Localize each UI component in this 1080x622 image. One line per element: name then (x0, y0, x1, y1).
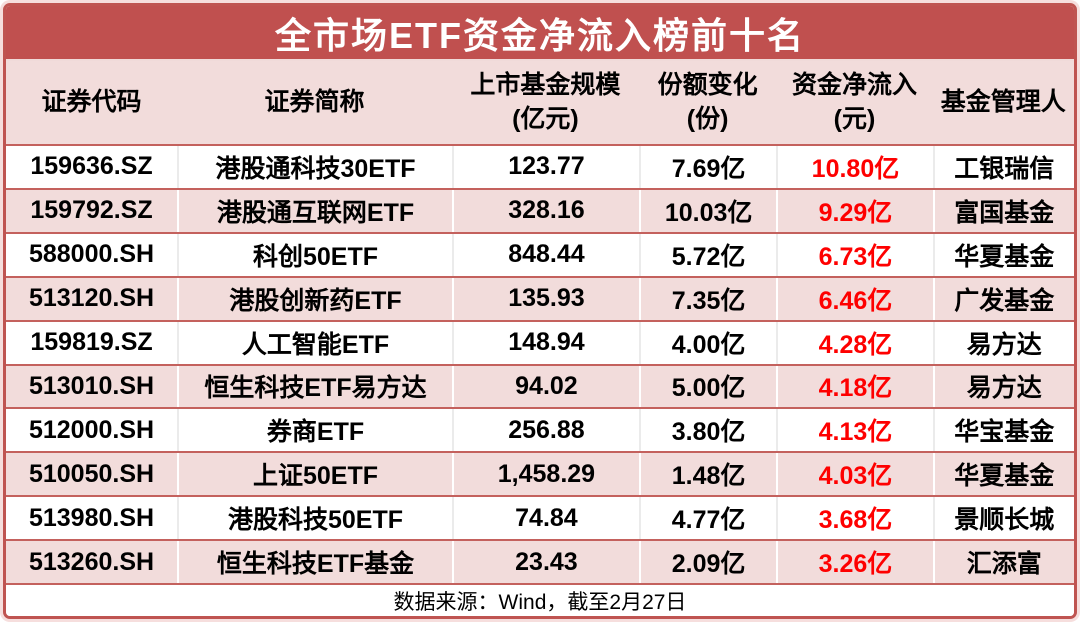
cell-net-inflow: 6.73亿 (776, 233, 932, 276)
cell-share-change: 7.69亿 (638, 146, 776, 188)
cell-fund-scale: 74.84 (451, 497, 639, 540)
table-row: 159819.SZ 人工智能ETF 148.94 4.00亿 4.28亿 易方达 (6, 321, 1074, 366)
column-header-unit: (元) (833, 104, 876, 133)
cell-fund-manager: 华夏基金 (932, 233, 1074, 276)
cell-security-code: 513260.SH (28, 547, 155, 576)
page-title: 全市场ETF资金净流入榜前十名 (6, 6, 1074, 61)
cell-security-code: 512000.SH (28, 415, 155, 444)
column-header-label: 上市基金规模 (470, 70, 621, 99)
table-frame: 全市场ETF资金净流入榜前十名 证券代码 证券简称 上市基金规模 (亿元) 份额变… (3, 3, 1077, 619)
cell-share-change: 2.09亿 (638, 541, 776, 584)
cell-security-code: 513980.SH (28, 503, 155, 532)
cell-fund-scale: 148.94 (451, 321, 639, 364)
cell-net-inflow: 6.46亿 (776, 277, 932, 320)
table-header-row: 证券代码 证券简称 上市基金规模 (亿元) 份额变化 (份) 资金净流入 (元) 基金… (6, 61, 1074, 146)
table-body: 159636.SZ 港股通科技30ETF 123.77 7.69亿 10.80亿 工银瑞信… (6, 146, 1074, 586)
table-row: 159636.SZ 港股通科技30ETF 123.77 7.69亿 10.80亿 工银瑞信 (6, 146, 1074, 190)
cell-share-change: 4.77亿 (638, 497, 776, 540)
cell-security-code: 588000.SH (28, 240, 155, 269)
cell-fund-scale: 256.88 (451, 409, 639, 452)
cell-share-change: 10.03亿 (638, 189, 776, 232)
cell-security-code: 510050.SH (28, 459, 155, 488)
column-header-label: 份额变化 (657, 70, 758, 99)
table-row: 159792.SZ 港股通互联网ETF 328.16 10.03亿 9.29亿 富国基金 (6, 189, 1074, 234)
column-header-scale: 上市基金规模 (亿元) (452, 61, 639, 144)
cell-security-name: 港股通互联网ETF (177, 189, 452, 232)
column-header-manager: 基金管理人 (933, 61, 1074, 144)
column-header-unit: (亿元) (512, 104, 579, 133)
column-header-code: 证券代码 (6, 61, 177, 144)
cell-fund-manager: 易方达 (932, 321, 1074, 364)
column-header-label: 证券简称 (264, 87, 365, 116)
column-header-label: 资金净流入 (791, 70, 917, 99)
cell-fund-manager: 广发基金 (932, 277, 1074, 320)
data-source-note: 数据来源：Wind，截至2月27日 (6, 585, 1074, 616)
cell-net-inflow: 4.13亿 (776, 409, 932, 452)
cell-net-inflow: 9.29亿 (776, 189, 932, 232)
cell-fund-scale: 23.43 (451, 541, 639, 584)
cell-share-change: 1.48亿 (638, 453, 776, 496)
cell-security-code: 513010.SH (28, 371, 155, 400)
column-header-share-change: 份额变化 (份) (639, 61, 776, 144)
cell-security-name: 港股科技50ETF (177, 497, 452, 540)
cell-fund-manager: 富国基金 (932, 189, 1074, 232)
cell-security-name: 券商ETF (177, 409, 452, 452)
cell-security-name: 港股通科技30ETF (177, 146, 452, 188)
cell-net-inflow: 4.03亿 (776, 453, 932, 496)
column-header-label: 证券代码 (41, 87, 142, 116)
column-header-name: 证券简称 (177, 61, 452, 144)
cell-share-change: 5.72亿 (638, 233, 776, 276)
cell-security-name: 上证50ETF (177, 453, 452, 496)
cell-fund-manager: 景顺长城 (932, 497, 1074, 540)
cell-fund-scale: 1,458.29 (451, 453, 639, 496)
cell-security-name: 恒生科技ETF易方达 (177, 365, 452, 408)
cell-security-name: 科创50ETF (177, 233, 452, 276)
cell-share-change: 7.35亿 (638, 277, 776, 320)
cell-fund-scale: 94.02 (451, 365, 639, 408)
cell-fund-manager: 易方达 (932, 365, 1074, 408)
cell-fund-manager: 华夏基金 (932, 453, 1074, 496)
table-row: 513260.SH 恒生科技ETF基金 23.43 2.09亿 3.26亿 汇添富 (6, 541, 1074, 586)
cell-net-inflow: 3.68亿 (776, 497, 932, 540)
cell-share-change: 3.80亿 (638, 409, 776, 452)
cell-security-name: 人工智能ETF (177, 321, 452, 364)
column-header-unit: (份) (686, 104, 729, 133)
table-row: 512000.SH 券商ETF 256.88 3.80亿 4.13亿 华宝基金 (6, 409, 1074, 454)
cell-fund-scale: 328.16 (451, 189, 639, 232)
cell-fund-scale: 848.44 (451, 233, 639, 276)
cell-security-name: 恒生科技ETF基金 (177, 541, 452, 584)
cell-share-change: 4.00亿 (638, 321, 776, 364)
column-header-net-inflow: 资金净流入 (元) (776, 61, 932, 144)
cell-net-inflow: 10.80亿 (776, 146, 932, 188)
table-row: 513010.SH 恒生科技ETF易方达 94.02 5.00亿 4.18亿 易方达 (6, 365, 1074, 410)
cell-fund-manager: 汇添富 (932, 541, 1074, 584)
table-row: 513980.SH 港股科技50ETF 74.84 4.77亿 3.68亿 景顺长城 (6, 497, 1074, 542)
table-row: 510050.SH 上证50ETF 1,458.29 1.48亿 4.03亿 华夏基金 (6, 453, 1074, 498)
table-row: 513120.SH 港股创新药ETF 135.93 7.35亿 6.46亿 广发基金 (6, 277, 1074, 322)
cell-fund-manager: 工银瑞信 (932, 146, 1074, 188)
cell-fund-manager: 华宝基金 (932, 409, 1074, 452)
cell-security-name: 港股创新药ETF (177, 277, 452, 320)
cell-security-code: 159819.SZ (30, 328, 153, 357)
cell-net-inflow: 4.28亿 (776, 321, 932, 364)
cell-net-inflow: 3.26亿 (776, 541, 932, 584)
cell-fund-scale: 123.77 (451, 146, 639, 188)
table-row: 588000.SH 科创50ETF 848.44 5.72亿 6.73亿 华夏基金 (6, 233, 1074, 278)
cell-security-code: 159636.SZ (30, 152, 153, 181)
cell-share-change: 5.00亿 (638, 365, 776, 408)
cell-net-inflow: 4.18亿 (776, 365, 932, 408)
cell-security-code: 159792.SZ (30, 196, 153, 225)
column-header-label: 基金管理人 (940, 87, 1066, 116)
cell-security-code: 513120.SH (28, 284, 155, 313)
cell-fund-scale: 135.93 (451, 277, 639, 320)
